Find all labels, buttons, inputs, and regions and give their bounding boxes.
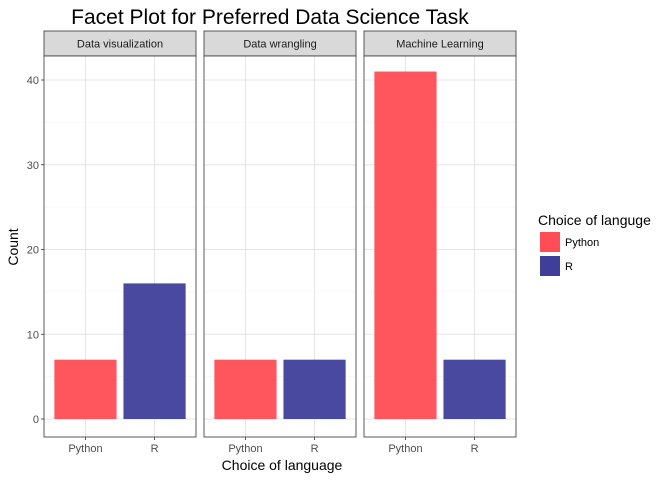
y-tick-label: 10	[27, 329, 39, 341]
y-tick-label: 0	[33, 414, 39, 426]
facet-strip	[43, 30, 197, 57]
x-tick-label: Python	[388, 443, 422, 455]
y-axis-title: Count	[5, 228, 21, 265]
y-tick-label: 20	[27, 245, 39, 257]
facet-panel: Data wrangling Python R	[203, 30, 357, 455]
bar-python-data-visualization	[54, 359, 117, 419]
x-tick-label: R	[151, 443, 159, 455]
panel-border	[43, 55, 197, 438]
x-axis-title: Choice of language	[222, 457, 343, 473]
chart-title: Facet Plot for Preferred Data Science Ta…	[71, 6, 469, 29]
facet-panel: Machine Learning Python R	[363, 30, 517, 455]
panel-border	[203, 55, 357, 438]
legend-swatch-r	[540, 256, 560, 276]
facet-strip	[363, 30, 517, 57]
x-tick-label: R	[471, 443, 479, 455]
bar-python-machine-learning	[374, 71, 437, 420]
y-tick-label: 30	[27, 160, 39, 172]
bar-r-machine-learning	[443, 359, 506, 419]
facet-strip-label: Data visualization	[77, 39, 163, 51]
x-tick-label: Python	[68, 443, 102, 455]
y-axis: 0 10 20 30 40	[27, 75, 44, 426]
legend: Choice of languge Python R	[538, 212, 651, 276]
facet-strip-label: Machine Learning	[396, 39, 483, 51]
bar-r-data-wrangling	[283, 359, 346, 419]
x-tick-label: R	[311, 443, 319, 455]
bar-python-data-wrangling	[214, 359, 277, 419]
x-tick-label: Python	[228, 443, 262, 455]
y-tick-label: 40	[27, 75, 39, 87]
bar-r-data-visualization	[123, 283, 186, 419]
facet-panel: Data visualization Python R	[43, 30, 197, 455]
legend-label-python: Python	[565, 237, 599, 249]
facet-strip-label: Data wrangling	[243, 39, 316, 51]
legend-title: Choice of languge	[538, 212, 651, 228]
panel-border	[363, 55, 517, 438]
facet-panels: Data visualization Python R Data wrangling P…	[43, 30, 517, 455]
facet-strip	[203, 30, 357, 57]
legend-swatch-python	[540, 232, 560, 252]
legend-label-r: R	[565, 261, 573, 273]
